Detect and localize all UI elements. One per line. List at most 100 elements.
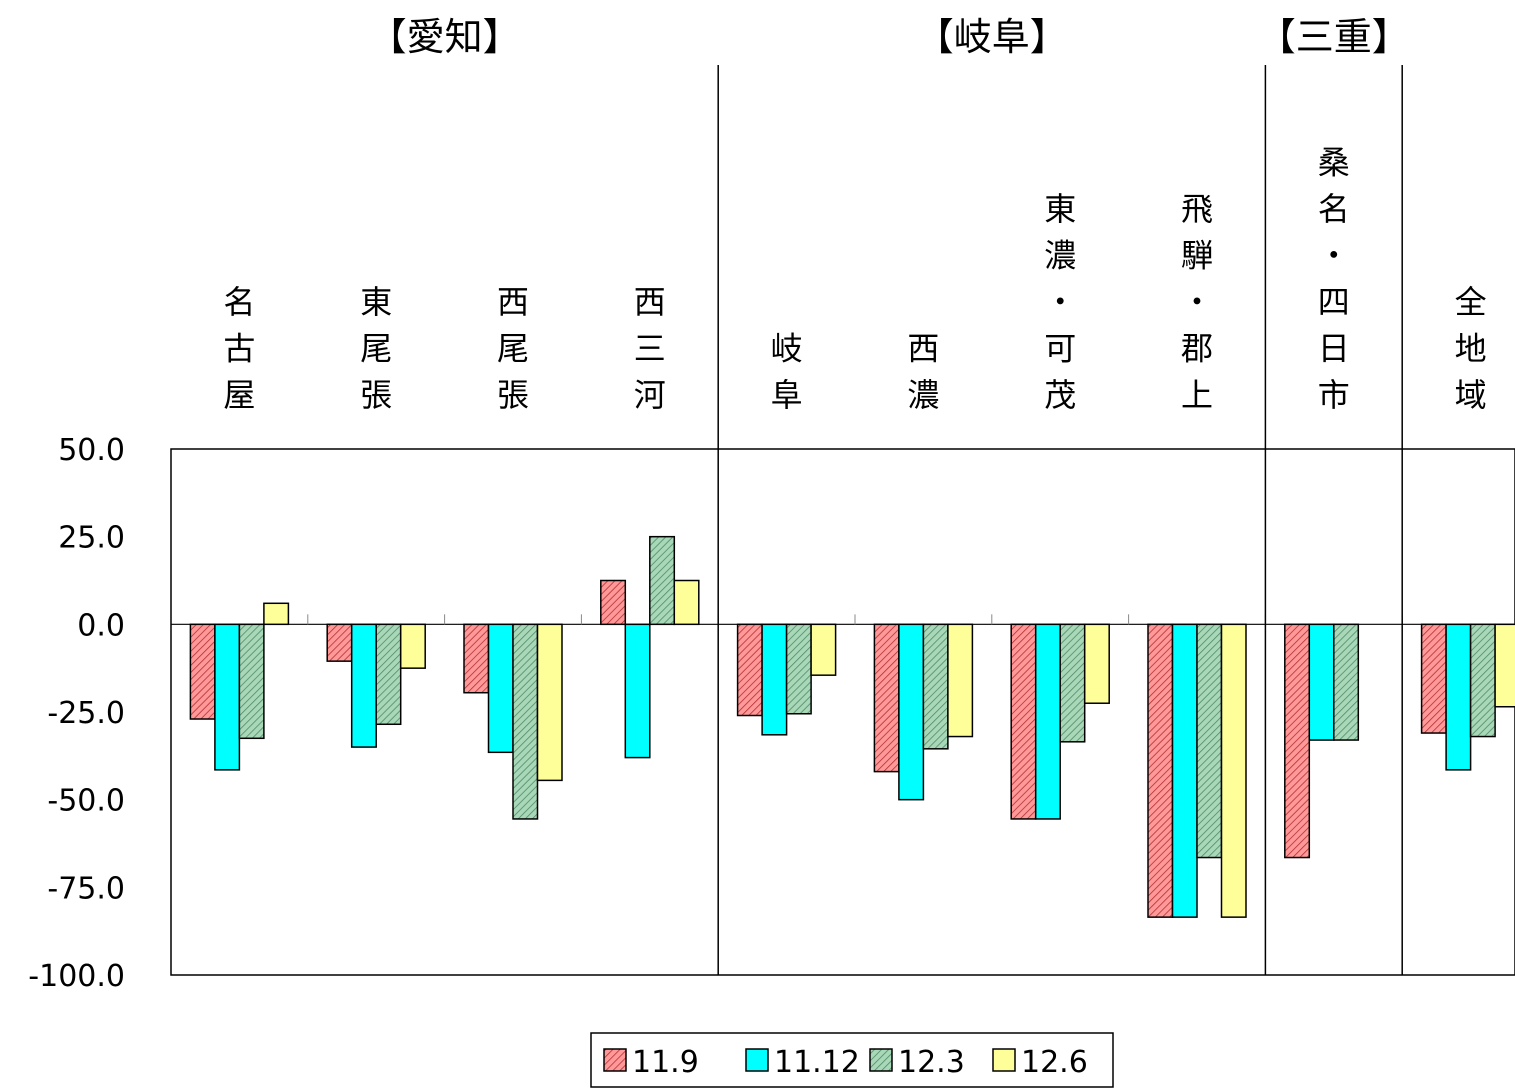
category-label-char: 騨	[1181, 237, 1213, 275]
bar-12-3-2	[512, 623, 539, 820]
category-label-char: 三	[634, 330, 666, 368]
category-label: 飛騨・郡上	[1181, 190, 1213, 414]
bar-11-12-2	[487, 623, 514, 754]
category-label-char: 濃	[1044, 237, 1076, 275]
category-label-char: ・	[1318, 237, 1350, 275]
legend-box	[590, 1032, 1114, 1088]
bar-11-9-5	[873, 623, 900, 773]
group-label: 【三重】	[1258, 15, 1410, 59]
bar-11-12-9	[1445, 623, 1472, 771]
y-tick-label: -75.0	[47, 871, 125, 906]
bar-12-3-6	[1059, 623, 1086, 743]
category-label-char: 名	[1318, 190, 1350, 228]
y-tick-label: -25.0	[47, 696, 125, 731]
category-label-char: 地	[1455, 330, 1487, 368]
bar-12-3-7	[1196, 623, 1223, 859]
category-label-char: 岐	[771, 330, 803, 368]
bar-12-3-0	[238, 623, 265, 740]
plot-area: 50.0 25.0 0.0 -25.0 -50.0 -75.0 -100.0	[28, 65, 1515, 994]
category-label-char: 桑	[1318, 144, 1350, 182]
category-label-char: 東	[360, 283, 392, 321]
legend-swatch	[745, 1048, 769, 1072]
category-label-char: ・	[1181, 283, 1213, 321]
category-label: 東尾張	[360, 283, 392, 414]
category-label-char: 飛	[1181, 190, 1213, 228]
bar-12-6-3	[673, 579, 700, 626]
bar-12-6-1	[399, 623, 426, 669]
bar-11-9-6	[1010, 623, 1037, 820]
bar-11-9-4	[736, 623, 763, 717]
y-tick-label: -100.0	[28, 959, 125, 994]
category-label: 桑名・四日市	[1318, 144, 1350, 415]
legend-swatch	[603, 1048, 627, 1072]
legend-label: 11.9	[632, 1045, 699, 1080]
bar-11-9-7	[1147, 623, 1174, 918]
category-label-char: 西	[907, 330, 939, 368]
category-label-char: 河	[634, 376, 666, 414]
bar-12-3-9	[1469, 623, 1496, 738]
category-label-char: 郡	[1181, 330, 1213, 368]
category-label-char: 古	[223, 330, 255, 368]
bar-11-12-6	[1034, 623, 1061, 820]
category-label-char: 名	[223, 283, 255, 321]
bar-11-9-2	[463, 623, 490, 694]
bar-11-12-7	[1171, 623, 1198, 918]
category-label-char: 可	[1044, 330, 1076, 368]
bar-12-3-5	[922, 623, 949, 750]
bar-11-9-0	[189, 623, 216, 720]
category-labels: 名古屋東尾張西尾張西三河岐阜西濃東濃・可茂飛騨・郡上桑名・四日市全地域【愛知】【…	[223, 15, 1486, 414]
y-tick-label: 0.0	[77, 608, 125, 643]
category-label: 全地域	[1455, 283, 1487, 414]
category-label-char: 日	[1318, 330, 1350, 368]
category-label-char: 上	[1181, 376, 1213, 414]
bar-11-12-0	[214, 623, 241, 771]
y-tick-label: -50.0	[47, 784, 125, 819]
bar-12-6-6	[1083, 623, 1110, 704]
plot-frame	[170, 448, 1515, 976]
y-tick-label: 25.0	[58, 521, 125, 556]
category-label-char: 域	[1455, 376, 1487, 414]
legend-label: 12.3	[898, 1045, 965, 1080]
category-label-char: 屋	[223, 376, 255, 414]
category-label-char: 尾	[497, 330, 529, 368]
bar-12-6-5	[947, 623, 974, 738]
bar-11-9-3	[600, 579, 627, 626]
bar-12-6-0	[263, 602, 290, 626]
bar-11-9-9	[1420, 623, 1447, 734]
group-label: 【愛知】	[369, 15, 521, 59]
bar-12-3-1	[375, 623, 402, 726]
bar-11-12-1	[350, 623, 377, 748]
legend-label: 11.12	[774, 1045, 860, 1080]
category-label: 東濃・可茂	[1044, 190, 1076, 414]
legend: 11.9 11.12 12.3 12.6	[590, 1032, 1114, 1088]
category-label-char: 阜	[771, 376, 803, 414]
bar-11-9-8	[1284, 623, 1311, 859]
bar-12-6-4	[810, 623, 837, 676]
category-label: 西尾張	[497, 283, 529, 414]
category-label-char: 張	[360, 376, 392, 414]
category-label: 西濃	[907, 330, 939, 415]
category-label-char: 尾	[360, 330, 392, 368]
category-label-char: 全	[1455, 283, 1487, 321]
bar-12-6-7	[1220, 623, 1247, 918]
bar-11-12-5	[898, 623, 925, 801]
category-label-char: 西	[497, 283, 529, 321]
bar-12-6-2	[536, 623, 563, 782]
category-label-char: 四	[1318, 283, 1350, 321]
bar-12-3-4	[785, 623, 812, 715]
legend-swatch	[869, 1048, 893, 1072]
bar-11-12-4	[761, 623, 788, 736]
y-tick-label: 50.0	[58, 433, 125, 468]
bar-12-3-8	[1333, 623, 1360, 741]
bar-11-12-8	[1308, 623, 1335, 741]
category-label-char: 市	[1318, 376, 1350, 414]
bar-12-6-9	[1494, 623, 1515, 708]
category-label: 岐阜	[771, 330, 803, 415]
category-label-char: 東	[1044, 190, 1076, 228]
bar-11-9-1	[326, 623, 353, 662]
category-label-char: 濃	[907, 376, 939, 414]
group-label: 【岐阜】	[916, 15, 1068, 59]
category-label-char: 西	[634, 283, 666, 321]
legend-swatch	[992, 1048, 1016, 1072]
